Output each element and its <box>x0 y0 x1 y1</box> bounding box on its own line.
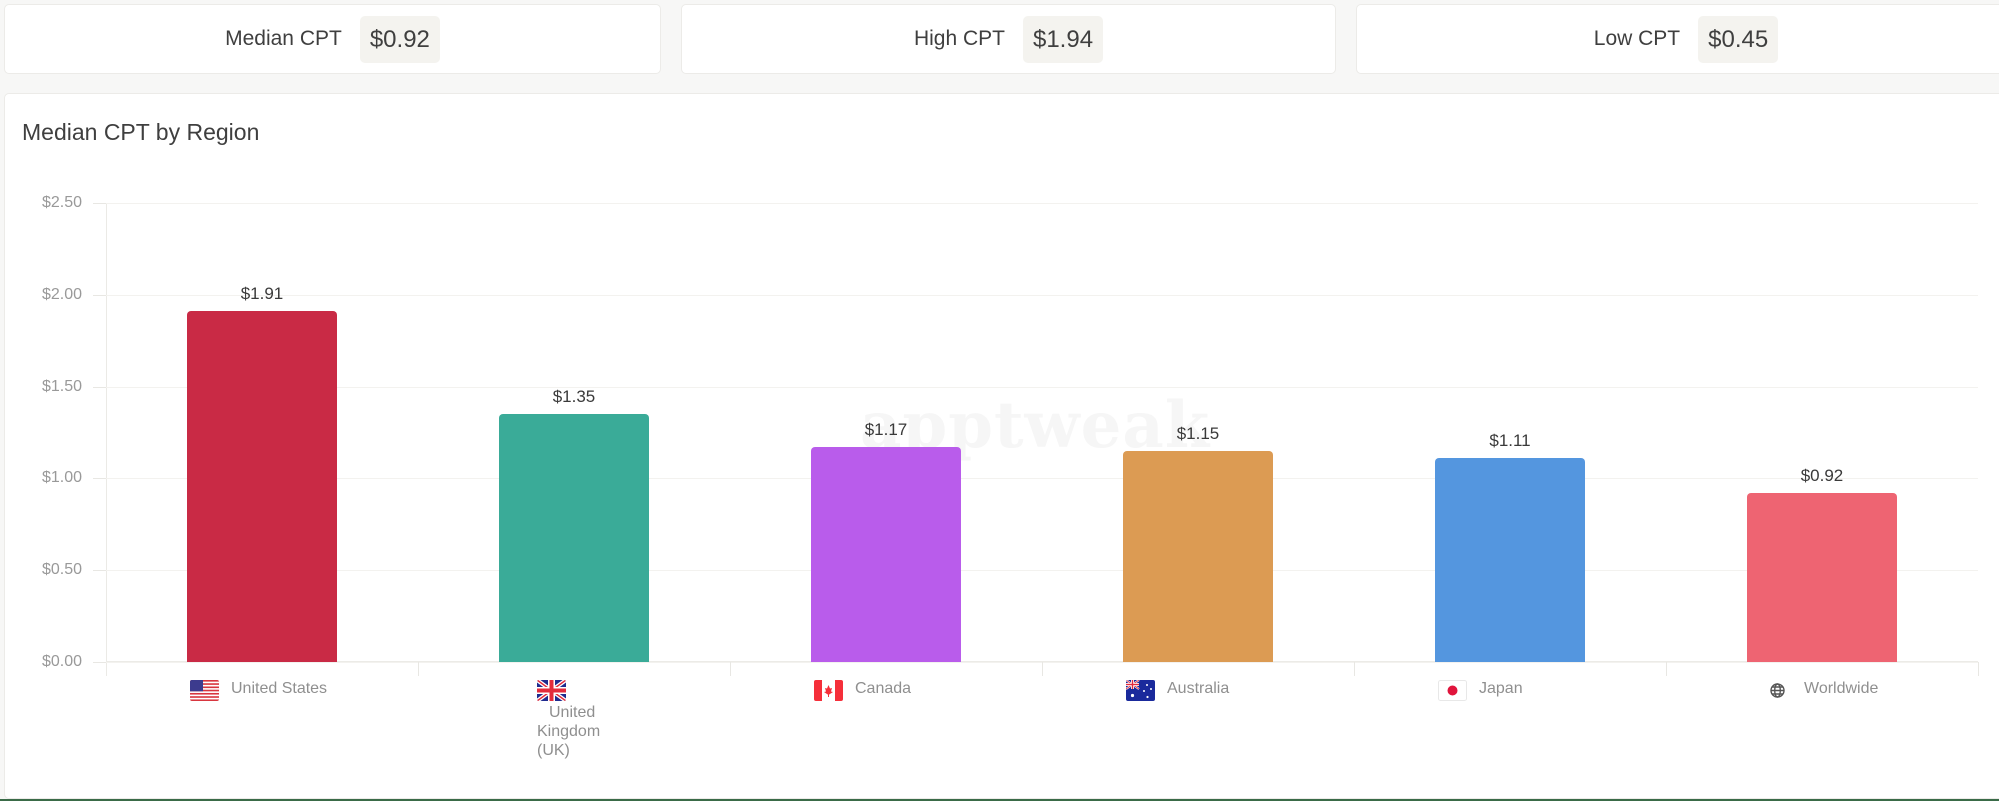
bar-japan[interactable] <box>1435 458 1585 662</box>
x-axis-label[interactable]: Worldwide <box>1763 680 1878 701</box>
x-axis-label-text: Japan <box>1479 680 1523 697</box>
x-axis-label[interactable]: United Kingdom (UK) <box>537 680 617 760</box>
x-axis-label-text: Canada <box>855 680 912 697</box>
x-axis-label[interactable]: United States <box>190 680 327 701</box>
low-cpt-label: Low CPT <box>1593 27 1681 50</box>
low-cpt-card: Low CPT $0.45 <box>1356 4 1999 74</box>
x-axis-label[interactable]: Australia <box>1126 680 1229 701</box>
bar-united-kingdom-uk[interactable] <box>499 414 649 662</box>
high-cpt-value: $1.94 <box>1022 15 1104 63</box>
bar-worldwide[interactable] <box>1747 493 1897 662</box>
x-axis-label-text: Australia <box>1167 680 1230 697</box>
chart-title: Median CPT by Region <box>22 119 260 145</box>
bar-australia[interactable] <box>1123 451 1273 662</box>
flag-us-icon <box>190 680 219 701</box>
flag-au-icon <box>1126 680 1155 701</box>
globe-icon <box>1763 680 1792 701</box>
x-axis-label-text: Worldwide <box>1804 680 1879 697</box>
flag-ca-icon <box>814 680 843 701</box>
x-axis-label[interactable]: Canada <box>814 680 911 701</box>
median-cpt-card: Median CPT $0.92 <box>4 4 661 74</box>
median-cpt-label: Median CPT <box>225 27 342 50</box>
bottom-border <box>0 799 1999 801</box>
flag-uk-icon <box>537 680 566 701</box>
bar-united-states[interactable] <box>187 311 337 662</box>
x-axis-label-text: United Kingdom (UK) <box>537 704 601 759</box>
high-cpt-card: High CPT $1.94 <box>681 4 1336 74</box>
high-cpt-label: High CPT <box>913 27 1005 50</box>
x-axis-label[interactable]: Japan <box>1438 680 1523 701</box>
flag-jp-icon <box>1438 680 1467 701</box>
bar-canada[interactable] <box>811 447 961 662</box>
x-axis-label-text: United States <box>231 680 328 697</box>
median-cpt-value: $0.92 <box>359 15 440 63</box>
low-cpt-value: $0.45 <box>1698 15 1779 63</box>
